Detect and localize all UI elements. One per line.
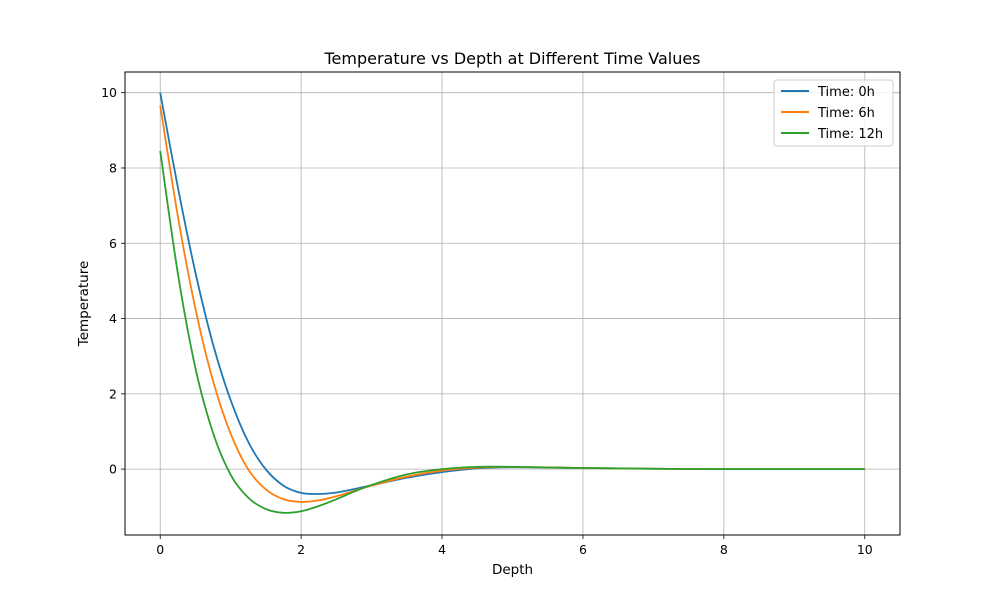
y-tick-label: 6 [109,236,117,251]
ticks: 0 2 4 6 8 10 0 2 4 6 8 10 [101,85,873,557]
legend-box [773,79,894,147]
y-tick-label: 2 [109,386,117,401]
x-tick-label: 6 [579,542,587,557]
series-line-12h [159,150,865,514]
legend: Time: 0h Time: 6h Time: 12h [773,79,894,147]
y-tick-label: 4 [109,311,117,326]
plot-frame [124,71,901,536]
x-tick-label: 8 [720,542,728,557]
y-tick-label: 8 [109,160,117,175]
legend-label-6h: Time: 6h [817,106,875,121]
x-tick-label: 2 [297,542,305,557]
legend-label-0h: Time: 0h [817,85,875,100]
x-tick-label: 0 [156,542,164,557]
series-layer [159,92,865,514]
y-axis-label: Temperature [76,261,92,348]
y-tick-label: 0 [109,462,117,477]
legend-label-12h: Time: 12h [817,127,883,142]
x-tick-label: 4 [438,542,446,557]
chart-title: Temperature vs Depth at Different Time V… [323,49,700,68]
x-axis-label: Depth [492,562,533,578]
y-tick-label: 10 [101,85,117,100]
x-tick-label: 10 [857,542,873,557]
